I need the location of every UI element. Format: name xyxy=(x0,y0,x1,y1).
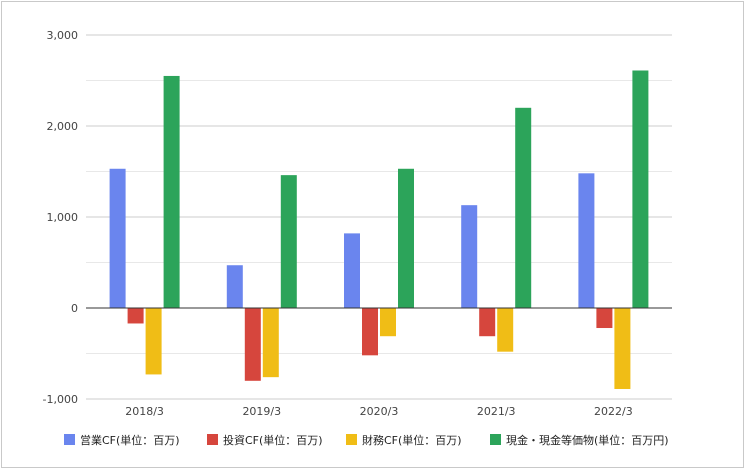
bar-4-2021-3 xyxy=(515,107,532,308)
axes: 3,000 2,000 1,000 0 -1,000 2018/3 2019/3 2020/3… xyxy=(43,29,672,418)
bar-2-2019-3 xyxy=(244,308,261,381)
legend-swatch-3 xyxy=(346,434,357,445)
bar-2-2020-3 xyxy=(362,308,378,356)
bar-3-2020-3 xyxy=(380,308,396,337)
bar-1-2018-3 xyxy=(109,168,126,308)
bar-4-2020-3 xyxy=(398,168,414,308)
bar-1-2022-3 xyxy=(578,173,595,308)
bar-1-2021-3 xyxy=(461,205,478,308)
legend-swatch-4 xyxy=(490,434,501,445)
bar-2-2021-3 xyxy=(479,308,496,337)
y-tick-label: 1,000 xyxy=(47,211,79,224)
bar-1-2019-3 xyxy=(226,265,243,308)
x-tick-label: 2019/3 xyxy=(242,405,281,418)
x-tick-label: 2021/3 xyxy=(477,405,516,418)
bar-2-2022-3 xyxy=(596,308,613,329)
legend-label-1: 営業CF(単位：百万) xyxy=(80,433,180,447)
bar-2-2018-3 xyxy=(127,308,144,324)
bar-3-2018-3 xyxy=(145,308,162,375)
legend-swatch-1 xyxy=(64,434,75,445)
bar-3-2022-3 xyxy=(614,308,631,389)
legend-label-4: 現金・現金等価物(単位：百万円) xyxy=(506,433,669,447)
bar-4-2019-3 xyxy=(280,175,297,308)
bar-series-group xyxy=(109,70,649,389)
legend-swatch-2 xyxy=(207,434,218,445)
y-tick-label: 2,000 xyxy=(47,120,79,133)
gridlines xyxy=(86,34,672,400)
x-tick-label: 2022/3 xyxy=(594,405,633,418)
x-tick-label: 2018/3 xyxy=(125,405,164,418)
y-tick-label: 3,000 xyxy=(47,29,79,42)
bar-3-2021-3 xyxy=(497,308,514,352)
legend: 営業CF(単位：百万) 投資CF(単位：百万) 財務CF(単位：百万) 現金・現金等価… xyxy=(64,433,669,447)
bar-1-2020-3 xyxy=(344,233,360,308)
legend-label-3: 財務CF(単位：百万) xyxy=(362,433,462,447)
bar-4-2018-3 xyxy=(163,75,180,308)
y-tick-label: -1,000 xyxy=(43,393,78,406)
bar-3-2019-3 xyxy=(262,308,279,378)
legend-label-2: 投資CF(単位：百万) xyxy=(223,433,323,447)
bar-4-2022-3 xyxy=(632,70,649,309)
y-tick-label: 0 xyxy=(71,302,78,315)
x-tick-label: 2020/3 xyxy=(360,405,399,418)
